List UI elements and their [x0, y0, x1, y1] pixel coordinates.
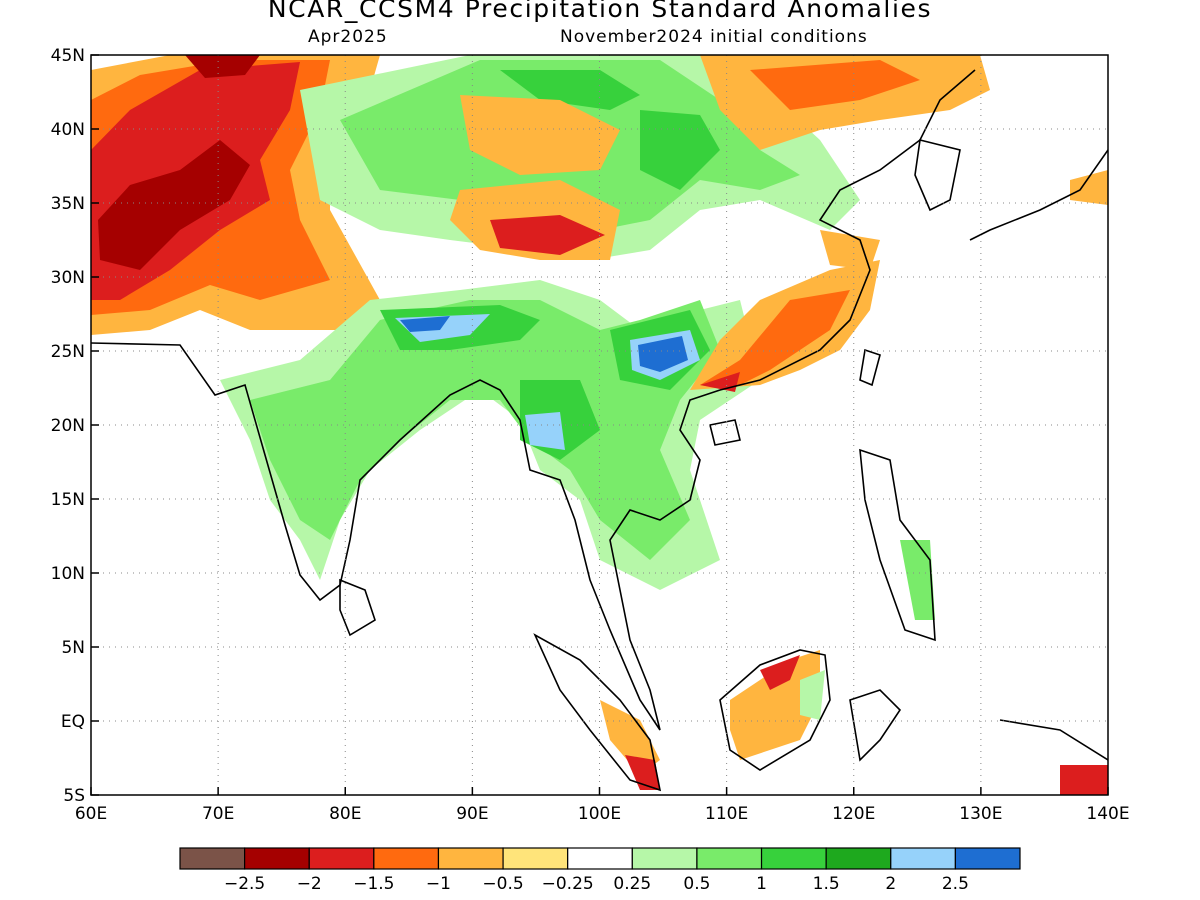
- colorbar-swatch: [567, 847, 633, 870]
- colorbar-swatch: [760, 847, 827, 870]
- dry-borneo-core: [760, 655, 800, 690]
- lon-tick-label: 90E: [456, 804, 488, 824]
- map-title: NCAR_CCSM4 Precipitation Standard Anomal…: [267, 0, 933, 23]
- initial-conditions: November2024 initial conditions: [560, 27, 868, 47]
- coast-sumatra: [533, 633, 662, 792]
- axis-ticks: 60E 70E 80E 90E 100E 110E 120E 130E 140E 45N 40N 35…: [51, 46, 1130, 824]
- colorbar-label: 0.25: [613, 874, 651, 894]
- lon-tick-label: 60E: [75, 804, 107, 824]
- lon-tick-label: 120E: [832, 804, 875, 824]
- colorbar-swatch: [954, 847, 1021, 870]
- dry-tibet-core: [490, 215, 605, 255]
- colorbar-label: 2: [885, 874, 896, 894]
- lat-tick-label: 10N: [51, 564, 85, 584]
- lat-tick-label: 30N: [51, 268, 85, 288]
- coast-hainan: [709, 419, 741, 446]
- dry-east-china: [820, 230, 880, 270]
- coast-japan: [969, 149, 1108, 241]
- dry-sumatra: [600, 700, 660, 775]
- colorbar-label: −2: [297, 874, 322, 894]
- coast-taiwan: [859, 348, 881, 387]
- lat-tick-label: EQ: [61, 712, 85, 732]
- lon-tick-label: 140E: [1086, 804, 1129, 824]
- colorbar-label: 1.5: [813, 874, 840, 894]
- colorbar-label: −2.5: [224, 874, 265, 894]
- wet-peak-yunnan-core: [638, 336, 688, 372]
- coast-sulawesi: [849, 689, 902, 762]
- colorbar-swatch: [373, 847, 440, 870]
- anomaly-fields: [91, 55, 1108, 795]
- dry-sumatra-core: [625, 755, 660, 790]
- coast-borneo: [719, 649, 831, 771]
- lon-tick-label: 100E: [578, 804, 621, 824]
- lat-tick-label: 25N: [51, 342, 85, 362]
- wet-peak-himalaya-core: [400, 316, 450, 332]
- colorbar-swatch: [890, 847, 956, 870]
- lat-tick-label: 15N: [51, 490, 85, 510]
- lon-tick-label: 70E: [202, 804, 234, 824]
- wet-philippines: [900, 540, 935, 620]
- lat-tick-label: 45N: [51, 46, 85, 66]
- dry-new-guinea: [1060, 765, 1108, 795]
- colorbar-swatch: [308, 847, 375, 870]
- valid-month: Apr2025: [308, 27, 388, 47]
- dry-se-china-core: [700, 290, 850, 390]
- dry-borneo: [730, 650, 820, 760]
- coast-sri-lanka: [339, 578, 376, 637]
- lon-tick-label: 80E: [329, 804, 361, 824]
- lat-tick-label: 5S: [63, 786, 85, 806]
- dry-northeast-core: [750, 60, 920, 110]
- wet-borneo-east: [800, 670, 825, 720]
- coast-korea: [914, 139, 961, 212]
- colorbar-label: 1: [756, 874, 767, 894]
- coastlines: [91, 69, 1108, 792]
- dry-japan: [1070, 170, 1108, 205]
- colorbar-swatch: [179, 847, 246, 870]
- lat-tick-label: 5N: [61, 638, 85, 658]
- wet-south-asia: [250, 300, 720, 560]
- lon-tick-label: 130E: [959, 804, 1002, 824]
- colorbar-label: −1: [426, 874, 451, 894]
- colorbar-label: 2.5: [942, 874, 969, 894]
- dry-region-west-core: [98, 140, 250, 270]
- coast-new-guinea: [999, 719, 1108, 761]
- dry-tibet-north: [460, 95, 620, 175]
- colorbar: −2.5 −2 −1.5 −1 −0.5 −0.25 0.25 0.5 1 1.5 2 2.5: [179, 847, 1021, 894]
- colorbar-label: −1.5: [353, 874, 394, 894]
- wet-south-asia-strong: [380, 305, 710, 460]
- lat-tick-label: 35N: [51, 194, 85, 214]
- colorbar-swatch: [631, 847, 698, 870]
- colorbar-swatch: [825, 847, 892, 870]
- colorbar-swatch: [696, 847, 763, 870]
- colorbar-label: 0.5: [683, 874, 710, 894]
- coast-asia-mainland: [91, 69, 976, 731]
- wet-peak-myanmar: [525, 412, 565, 450]
- colorbar-swatch: [244, 847, 310, 870]
- colorbar-swatch: [502, 847, 569, 870]
- colorbar-label: −0.25: [542, 874, 594, 894]
- coast-philippines: [859, 448, 936, 642]
- colorbar-swatch: [437, 847, 504, 870]
- lat-tick-label: 20N: [51, 416, 85, 436]
- lat-tick-label: 40N: [51, 120, 85, 140]
- dry-region-west-core2: [185, 55, 260, 78]
- lon-tick-label: 110E: [705, 804, 748, 824]
- colorbar-label: −0.5: [482, 874, 523, 894]
